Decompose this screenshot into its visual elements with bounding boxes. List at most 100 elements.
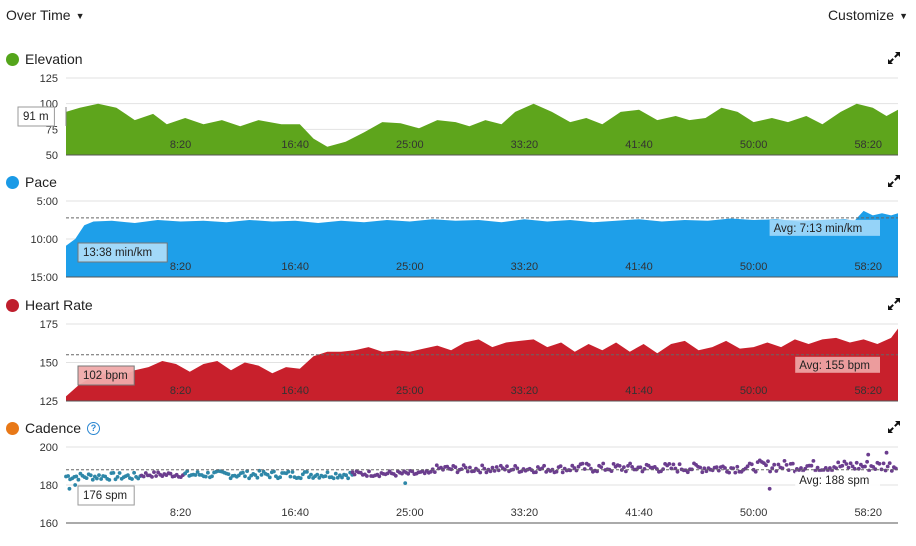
data-point [253, 473, 258, 477]
pace-title: Pace [6, 172, 57, 192]
data-point [459, 467, 464, 471]
top-toolbar: Over Time ▼ Customize ▼ [0, 0, 916, 30]
data-point [410, 469, 415, 474]
data-point [731, 466, 736, 471]
data-point [611, 462, 616, 466]
hover-tooltip-text: 91 m [23, 111, 49, 123]
expand-icon[interactable] [886, 173, 902, 189]
data-point [727, 470, 731, 475]
data-point [811, 459, 816, 463]
expand-icon[interactable] [886, 50, 902, 66]
data-point [749, 462, 754, 467]
x-tick-label: 33:20 [511, 385, 539, 397]
data-point [854, 460, 859, 465]
x-tick-label: 25:00 [396, 139, 424, 151]
data-point [278, 475, 282, 480]
hover-tooltip: 13:38 min/km [77, 242, 168, 263]
x-tick-label: 58:20 [854, 261, 882, 273]
data-point [267, 475, 272, 480]
x-tick-label: 33:20 [511, 507, 539, 519]
data-point [848, 461, 853, 466]
data-point [265, 472, 270, 477]
x-tick-label: 58:20 [854, 507, 882, 519]
y-tick-label: 125 [40, 73, 58, 85]
customize-dropdown[interactable]: Customize ▼ [828, 7, 908, 23]
data-point [168, 471, 173, 476]
data-point [323, 474, 328, 478]
data-point [716, 468, 721, 473]
data-point [503, 467, 507, 472]
elevation-title-text: Elevation [25, 51, 83, 67]
data-point [595, 469, 599, 474]
x-tick-label: 8:20 [170, 507, 191, 519]
x-tick-label: 8:20 [170, 261, 191, 273]
view-mode-dropdown[interactable]: Over Time ▼ [6, 7, 85, 23]
area-series [66, 103, 898, 155]
hover-tooltip-box [77, 242, 168, 263]
data-point [515, 466, 520, 471]
data-point [836, 460, 841, 465]
data-point [90, 477, 95, 482]
data-point [700, 470, 705, 475]
data-point [574, 468, 579, 473]
data-point [352, 472, 357, 477]
x-tick-label: 25:00 [396, 385, 424, 397]
data-point [799, 466, 803, 470]
x-tick-label: 50:00 [740, 261, 768, 273]
x-tick-label: 8:20 [170, 139, 191, 151]
data-point [628, 461, 632, 466]
average-label-text: Avg: 155 bpm [799, 360, 870, 372]
elevation-color-dot [6, 52, 19, 66]
expand-icon[interactable] [886, 419, 902, 435]
x-tick-label: 50:00 [740, 385, 768, 397]
data-point [828, 466, 832, 470]
data-point [95, 476, 99, 481]
x-tick-label: 50:00 [740, 139, 768, 151]
heart-rate-title-text: Heart Rate [25, 297, 93, 313]
data-point [365, 474, 369, 478]
data-point [377, 474, 382, 479]
caret-down-icon: ▼ [899, 11, 908, 21]
heart-rate-panel: Heart Rate [0, 295, 916, 405]
data-point [203, 474, 208, 479]
data-point [823, 466, 828, 470]
data-point [745, 464, 750, 469]
y-tick-label: 150 [40, 358, 58, 370]
hover-tooltip-box [77, 485, 135, 506]
data-point [770, 466, 775, 471]
data-point [315, 472, 320, 477]
x-tick-label: 41:40 [625, 261, 653, 273]
data-point [560, 470, 565, 475]
data-point [764, 463, 768, 468]
x-tick-label: 16:40 [281, 507, 309, 519]
data-point [154, 474, 159, 478]
data-point [534, 470, 538, 475]
expand-icon[interactable] [886, 296, 902, 312]
data-point [115, 475, 120, 479]
data-point [766, 459, 770, 464]
data-point [206, 470, 210, 475]
data-point [883, 468, 888, 473]
data-point [733, 470, 738, 475]
data-point [586, 463, 591, 467]
data-point [247, 476, 252, 481]
data-point [97, 473, 101, 477]
heart-rate-chart: 175 150 125 8:20 16:40 25:00 33:20 41:40 50:00 58… [40, 319, 898, 406]
help-circle-icon[interactable]: ? [87, 421, 101, 435]
x-tick-label: 41:40 [625, 385, 653, 397]
hover-tooltip-text: 13:38 min/km [83, 247, 152, 259]
data-point [67, 486, 72, 491]
data-point [601, 461, 606, 466]
data-point [468, 465, 472, 470]
cadence-chart: 200 180 160 8:20 16:40 25:00 33:20 41:40 50:00 58… [40, 442, 898, 530]
data-point [767, 486, 772, 491]
data-point [344, 473, 348, 478]
data-point [505, 464, 509, 469]
elevation-title: Elevation [6, 49, 83, 69]
data-point [465, 469, 470, 474]
data-point [195, 470, 200, 474]
data-point [863, 464, 867, 469]
data-point [702, 466, 707, 471]
data-point [290, 470, 295, 474]
